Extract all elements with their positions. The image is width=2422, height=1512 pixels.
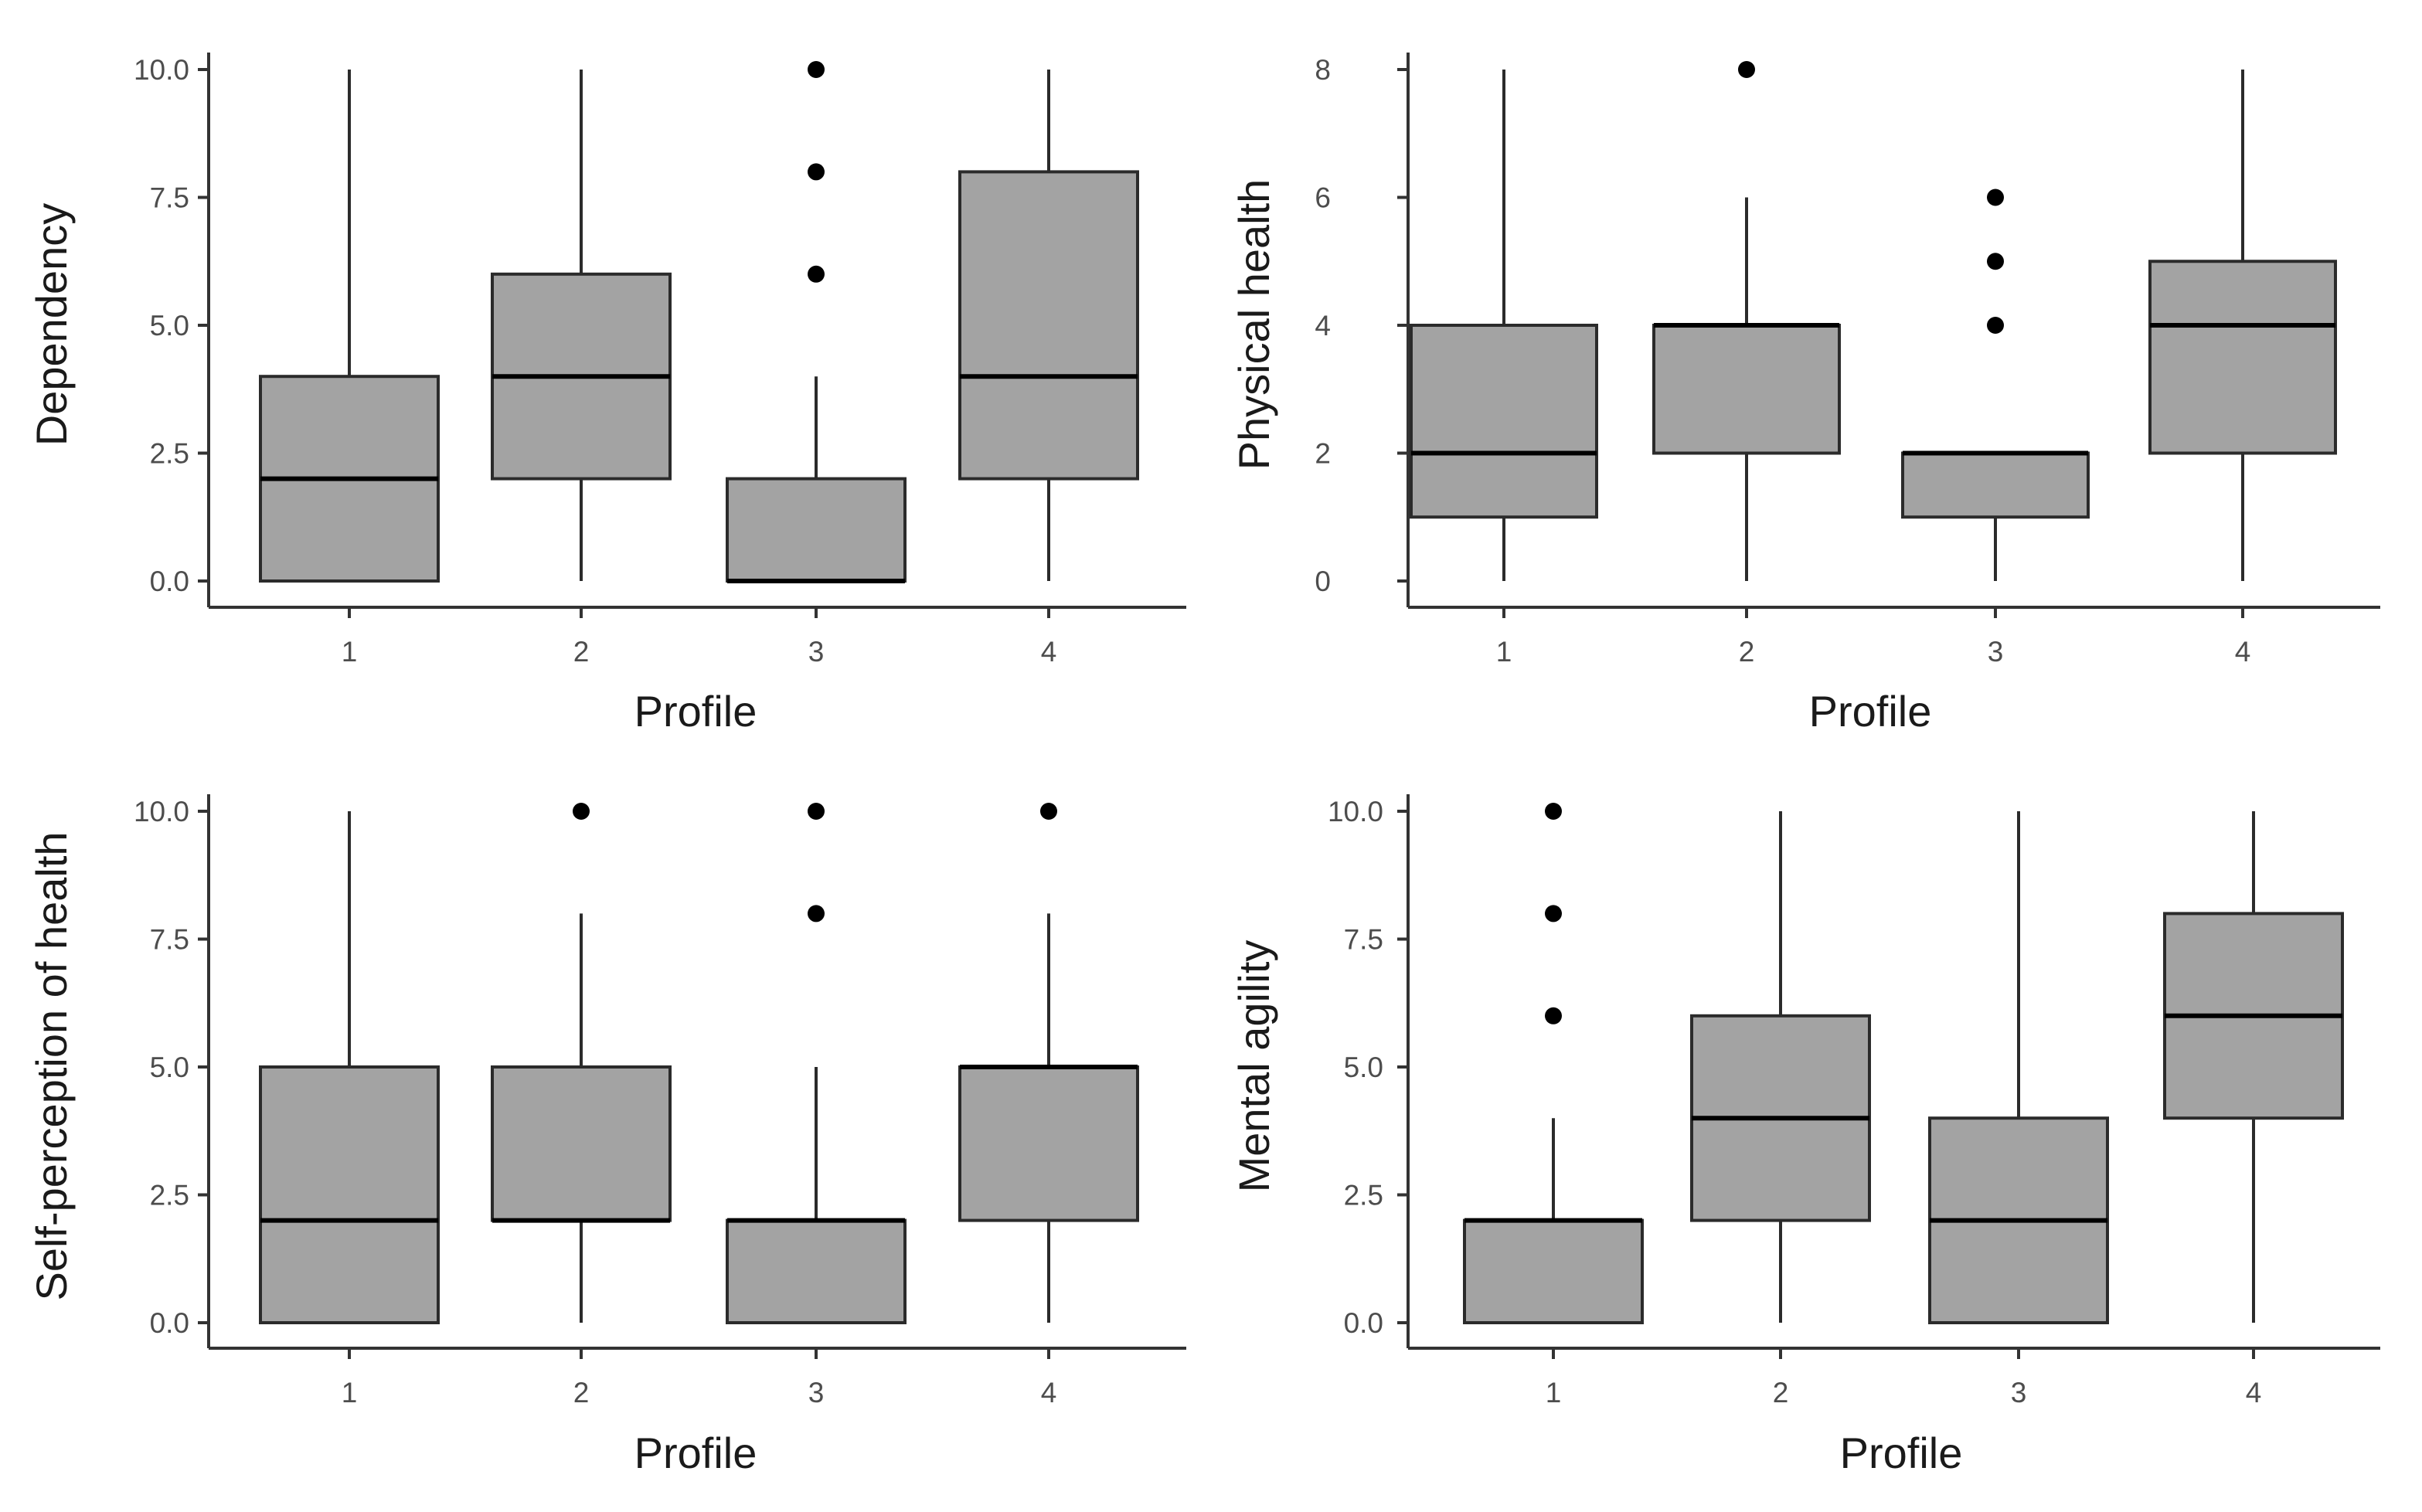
y-axis-title: Self-perception of health: [27, 831, 76, 1300]
y-tick-label: 2.5: [1344, 1180, 1383, 1211]
outlier-point: [808, 803, 825, 820]
y-tick-label: 2.5: [150, 1180, 189, 1211]
box-profile-3: [726, 803, 907, 1324]
y-tick-label: 5.0: [150, 310, 189, 341]
outlier-point: [808, 61, 825, 78]
box-iqr: [2148, 260, 2337, 455]
x-axis-title: Profile: [634, 1429, 757, 1477]
box-profile-2: [1652, 61, 1841, 581]
outlier-point: [1545, 905, 1562, 922]
box-iqr: [1463, 1218, 1644, 1324]
outlier-point: [808, 265, 825, 283]
x-tick-label: 3: [808, 1377, 825, 1408]
x-tick-label: 1: [342, 1377, 358, 1408]
y-tick-label: 4: [1315, 310, 1331, 341]
outlier-point: [1987, 253, 2004, 270]
y-tick-label: 8: [1315, 54, 1331, 86]
x-axis-title: Profile: [1809, 687, 1932, 736]
x-tick-label: 2: [1773, 1377, 1789, 1408]
box-profile-1: [259, 70, 440, 583]
y-tick-label: 5.0: [1344, 1052, 1383, 1083]
x-tick-label: 2: [573, 1377, 590, 1408]
box-profile-1: [259, 811, 440, 1324]
x-tick-label: 3: [2011, 1377, 2027, 1408]
y-axis-title: Dependency: [27, 203, 76, 446]
box-profile-4: [958, 803, 1139, 1323]
y-tick-label: 6: [1315, 182, 1331, 214]
panel-2: 0 2 4 6 8 1 2 3 4 Profile Physical health: [1230, 53, 2380, 736]
box-profile-1: [1463, 803, 1644, 1324]
y-tick-label: 10.0: [134, 54, 189, 86]
x-axis-title: Profile: [1840, 1429, 1963, 1477]
outlier-point: [1987, 189, 2004, 206]
x-tick-label: 4: [1041, 636, 1057, 668]
outlier-point: [808, 905, 825, 922]
y-tick-label: 5.0: [150, 1052, 189, 1083]
x-tick-label: 1: [1546, 1377, 1562, 1408]
box-profile-2: [1690, 811, 1871, 1323]
y-tick-label: 0: [1315, 566, 1331, 597]
x-axis-title: Profile: [634, 687, 757, 736]
outlier-point: [1040, 803, 1057, 820]
box-iqr: [1901, 451, 2090, 519]
y-tick-label: 7.5: [150, 182, 189, 214]
outlier-point: [808, 163, 825, 181]
y-tick-label: 10.0: [134, 796, 189, 827]
box-iqr: [726, 477, 907, 583]
y-tick-label: 2: [1315, 438, 1331, 470]
x-tick-label: 3: [808, 636, 825, 668]
panel-4: 0.0 2.5 5.0 7.5 10.0 1 2 3 4 Profile Mental agilit…: [1230, 794, 2380, 1477]
x-tick-label: 2: [1739, 636, 1755, 668]
y-tick-label: 2.5: [150, 438, 189, 470]
panel-1: 0.0 2.5 5.0 7.5 10.0 1 2 3 4 Profile Dependency: [27, 53, 1186, 736]
y-tick-label: 0.0: [1344, 1307, 1383, 1339]
y-tick-label: 0.0: [150, 566, 189, 597]
box-iqr: [958, 1065, 1139, 1222]
outlier-point: [1738, 61, 1755, 78]
x-tick-label: 3: [1988, 636, 2004, 668]
box-iqr: [1410, 324, 1598, 519]
outlier-point: [1545, 1007, 1562, 1024]
box-iqr: [726, 1218, 907, 1324]
x-tick-label: 4: [2235, 636, 2251, 668]
outlier-point: [1545, 803, 1562, 820]
panel-3: 0.0 2.5 5.0 7.5 10.0 1 2 3 4 Profile Self-percepti…: [27, 794, 1186, 1477]
y-tick-label: 7.5: [1344, 924, 1383, 956]
x-tick-label: 4: [2246, 1377, 2262, 1408]
panels-container: 0.02.55.07.510.01 2 3 4ProfileDependency024…: [27, 53, 2380, 1477]
box-profile-4: [958, 70, 1139, 581]
box-profile-2: [491, 803, 672, 1323]
outlier-point: [1987, 317, 2004, 334]
box-iqr: [1652, 324, 1841, 455]
box-profile-3: [726, 61, 907, 583]
box-profile-4: [2148, 70, 2337, 581]
y-tick-label: 0.0: [150, 1307, 189, 1339]
y-axis-title: Physical health: [1230, 179, 1278, 471]
x-tick-label: 2: [573, 636, 590, 668]
box-profile-2: [491, 70, 672, 581]
x-tick-label: 4: [1041, 1377, 1057, 1408]
box-profile-4: [2163, 811, 2344, 1323]
box-profile-3: [1901, 189, 2090, 581]
x-tick-label: 1: [1496, 636, 1512, 668]
box-iqr: [259, 1065, 440, 1324]
y-tick-label: 7.5: [150, 924, 189, 956]
x-tick-label: 1: [342, 636, 358, 668]
y-axis-title: Mental agility: [1230, 940, 1278, 1193]
box-profile-1: [1410, 70, 1598, 581]
y-tick-label: 10.0: [1328, 796, 1383, 827]
box-iqr: [491, 1065, 672, 1222]
box-iqr: [958, 170, 1139, 481]
outlier-point: [573, 803, 590, 820]
box-profile-3: [1928, 811, 2109, 1324]
